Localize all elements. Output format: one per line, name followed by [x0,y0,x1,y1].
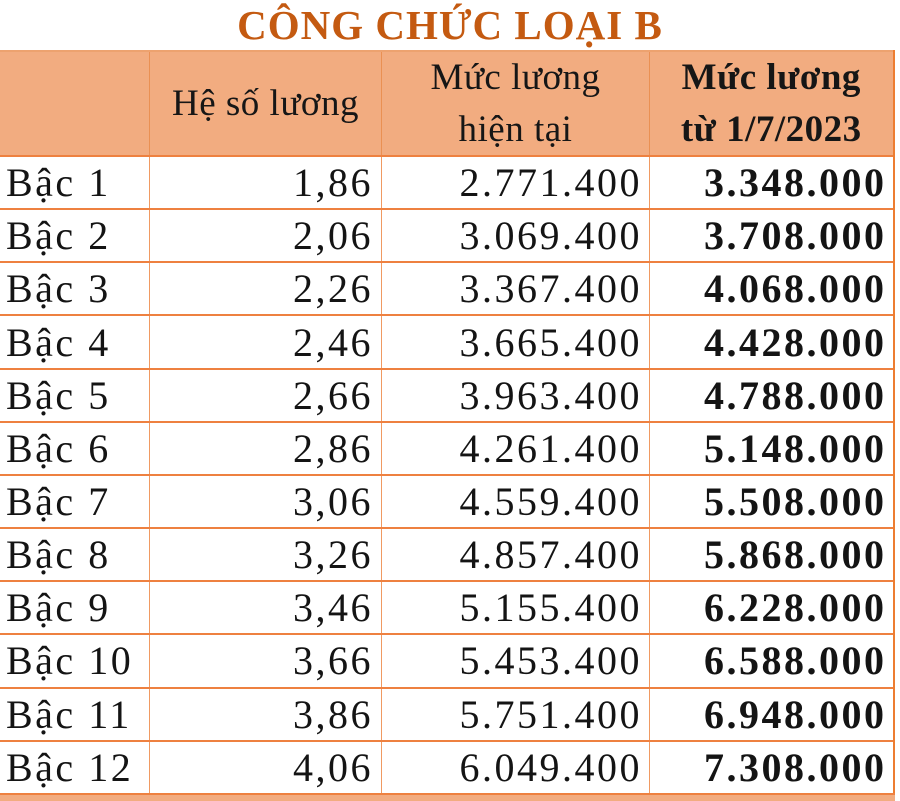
current-salary-cell: 3.963.400 [382,369,650,421]
coefficient-cell: 2,86 [150,422,382,474]
table-row: Bậc 2 2,06 3.069.400 3.708.000 [0,208,893,262]
table-row: Bậc 12 4,06 6.049.400 7.308.000 [0,739,893,793]
new-salary-cell: 6.228.000 [704,585,887,631]
new-salary-cell: 4.428.000 [704,319,887,365]
header-cell-current-salary: Mức lương hiện tại [382,52,650,155]
current-salary-cell: 3.665.400 [382,316,650,368]
new-salary-cell: 3.348.000 [704,160,887,206]
table-header-row: Hệ số lương Mức lương hiện tại Mức lương… [0,50,893,155]
header-new-salary-text: Mức lương từ 1/7/2023 [680,57,862,150]
row-label-cell: Bậc 12 [0,741,150,793]
new-salary-cell: 7.308.000 [704,744,887,790]
table-row: Bậc 3 2,26 3.367.400 4.068.000 [0,261,893,315]
table-row: Bậc 11 3,86 5.751.400 6.948.000 [0,686,893,740]
table-row: Bậc 9 3,46 5.155.400 6.228.000 [0,580,893,634]
row-label-cell: Bậc 5 [0,369,150,421]
current-salary-cell: 4.857.400 [382,529,650,581]
table-row: Bậc 4 2,46 3.665.400 4.428.000 [0,314,893,368]
coefficient-cell: 3,66 [150,635,382,687]
header-current-salary-text: Mức lương hiện tại [430,57,601,150]
current-salary-cell: 3.069.400 [382,210,650,262]
row-label-cell: Bậc 2 [0,210,150,262]
current-salary-cell: 4.559.400 [382,475,650,528]
new-salary-cell: 4.068.000 [704,266,887,312]
table-row: Bậc 1 1,86 2.771.400 3.348.000 [0,155,893,209]
coefficient-cell: 1,86 [150,157,382,209]
coefficient-cell: 2,26 [150,263,382,315]
coefficient-cell: 2,06 [150,210,382,262]
footer-band [0,792,895,801]
row-label-cell: Bậc 10 [0,635,150,687]
row-label-cell: Bậc 8 [0,529,150,581]
row-label-cell: Bậc 9 [0,582,150,634]
row-label-cell: Bậc 4 [0,316,150,368]
coefficient-cell: 3,46 [150,582,382,634]
header-cell-new-salary: Mức lương từ 1/7/2023 [650,52,893,155]
header-cell-coefficient: Hệ số lương [150,52,382,155]
coefficient-cell: 3,06 [150,475,382,528]
new-salary-cell: 5.868.000 [704,532,887,578]
current-salary-cell: 5.751.400 [382,688,650,740]
current-salary-cell: 5.453.400 [382,635,650,687]
salary-table: Hệ số lương Mức lương hiện tại Mức lương… [0,50,895,801]
table-row: Bậc 10 3,66 5.453.400 6.588.000 [0,633,893,687]
row-label-cell: Bậc 6 [0,422,150,474]
table-body: Bậc 1 1,86 2.771.400 3.348.000 Bậc 2 2,0… [0,155,893,793]
new-salary-cell: 4.788.000 [704,372,887,418]
new-salary-cell: 6.588.000 [704,638,887,684]
current-salary-cell: 5.155.400 [382,582,650,634]
row-label-cell: Bậc 1 [0,157,150,209]
new-salary-cell: 3.708.000 [704,213,887,259]
current-salary-cell: 6.049.400 [382,741,650,793]
coefficient-cell: 3,86 [150,688,382,740]
coefficient-cell: 2,46 [150,316,382,368]
current-salary-cell: 3.367.400 [382,263,650,315]
page-title: CÔNG CHỨC LOẠI B [237,2,663,48]
coefficient-cell: 2,66 [150,369,382,421]
table-row: Bậc 8 3,26 4.857.400 5.868.000 [0,527,893,581]
new-salary-cell: 6.948.000 [704,691,887,737]
row-label-cell: Bậc 11 [0,688,150,740]
current-salary-cell: 4.261.400 [382,422,650,474]
row-label-cell: Bậc 7 [0,475,150,528]
table-row: Bậc 6 2,86 4.261.400 5.148.000 [0,420,893,474]
row-label-cell: Bậc 3 [0,263,150,315]
table-row: Bậc 5 2,66 3.963.400 4.788.000 [0,367,893,421]
header-cell-empty [0,52,150,155]
coefficient-cell: 3,26 [150,529,382,581]
current-salary-cell: 2.771.400 [382,157,650,209]
coefficient-cell: 4,06 [150,741,382,793]
new-salary-cell: 5.508.000 [704,479,887,525]
table-row: Bậc 7 3,06 4.559.400 5.508.000 [0,473,893,528]
new-salary-cell: 5.148.000 [704,425,887,471]
